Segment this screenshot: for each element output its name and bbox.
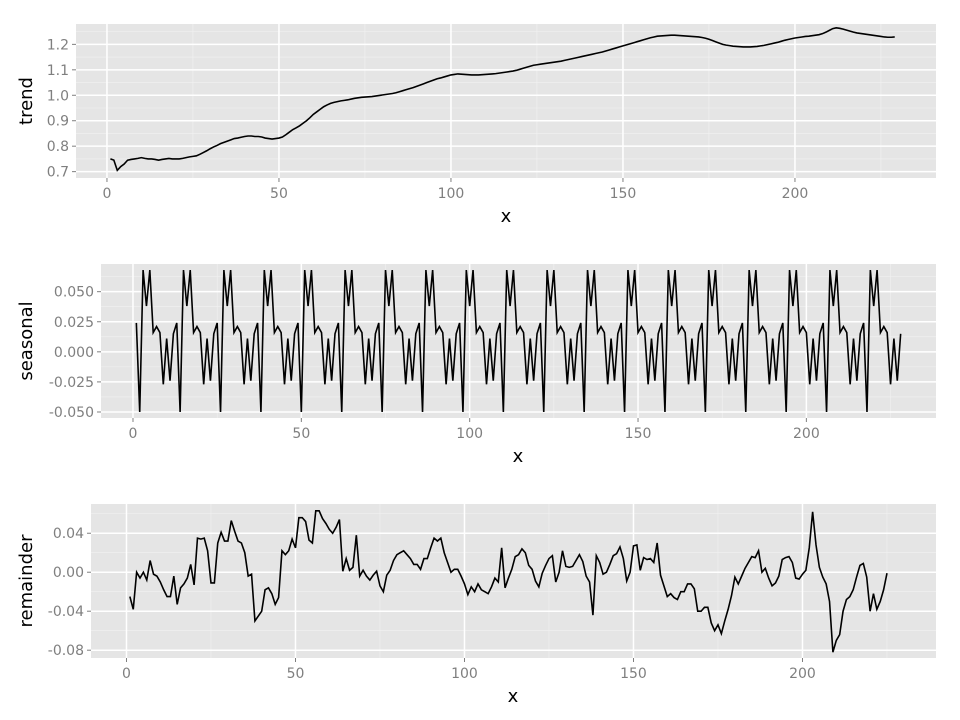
remainder-x-tick-label: 0 (122, 666, 131, 682)
trend-y-tick-label: 0.8 (47, 139, 69, 155)
trend-x-tick-label: 0 (102, 186, 111, 202)
trend-y-tick-label: 1.1 (47, 63, 69, 79)
remainder-y-ticks: -0.08 -0.04 0.00 0.04 (48, 526, 91, 659)
trend-x-tick-label: 50 (270, 186, 288, 202)
trend-y-axis-title: trend (16, 77, 37, 125)
seasonal-x-tick-label: 100 (456, 426, 483, 442)
remainder-x-axis-title: x (508, 686, 519, 707)
seasonal-x-axis-title: x (513, 446, 524, 467)
trend-x-tick-label: 200 (782, 186, 809, 202)
remainder-y-tick-label: 0.00 (53, 565, 84, 581)
remainder-y-tick-label: -0.08 (48, 643, 84, 659)
seasonal-y-axis-title: seasonal (16, 301, 37, 380)
trend-x-tick-label: 100 (438, 186, 465, 202)
remainder-y-tick-label: -0.04 (48, 604, 84, 620)
remainder-grid (91, 504, 936, 658)
remainder-series-line (129, 510, 888, 653)
trend-x-axis-title: x (501, 206, 512, 227)
trend-grid (76, 24, 936, 178)
seasonal-x-tick-label: 150 (625, 426, 652, 442)
trend-x-ticks: 0 50 100 150 200 (102, 178, 808, 202)
seasonal-y-tick-label: 0.050 (54, 285, 94, 301)
remainder-x-ticks: 0 50 100 150 200 (122, 658, 816, 682)
seasonal-x-ticks: 0 50 100 150 200 (129, 418, 820, 442)
trend-y-ticks: 0.7 0.8 0.9 1.0 1.1 1.2 (47, 37, 76, 181)
trend-y-tick-label: 0.7 (47, 165, 69, 181)
seasonal-y-tick-label: 0.000 (54, 345, 94, 361)
trend-y-tick-label: 0.9 (47, 114, 69, 130)
trend-y-tick-label: 1.0 (47, 88, 69, 104)
seasonal-y-tick-label: 0.025 (54, 315, 94, 331)
remainder-y-tick-label: 0.04 (53, 526, 84, 542)
trend-series-line (110, 27, 895, 172)
trend-panel: 0.7 0.8 0.9 1.0 1.1 1.2 0 50 100 150 200 x trend (16, 24, 936, 227)
remainder-x-tick-label: 100 (451, 666, 478, 682)
remainder-panel: -0.08 -0.04 0.00 0.04 0 50 100 150 200 x remain… (16, 504, 936, 707)
seasonal-x-tick-label: 200 (793, 426, 820, 442)
trend-x-tick-label: 150 (610, 186, 637, 202)
remainder-x-tick-label: 150 (620, 666, 647, 682)
seasonal-y-ticks: -0.050 -0.025 0.000 0.025 0.050 (49, 285, 101, 421)
remainder-y-axis-title: remainder (16, 534, 37, 628)
trend-y-tick-label: 1.2 (47, 37, 69, 53)
seasonal-x-tick-label: 50 (292, 426, 310, 442)
remainder-x-tick-label: 200 (789, 666, 816, 682)
seasonal-y-tick-label: -0.025 (49, 375, 94, 391)
seasonal-series-line (135, 269, 902, 413)
remainder-plot-background (91, 504, 936, 658)
seasonal-panel: -0.050 -0.025 0.000 0.025 0.050 0 50 100 150 200… (16, 264, 936, 467)
remainder-x-tick-label: 50 (287, 666, 305, 682)
seasonal-x-tick-label: 0 (129, 426, 138, 442)
trend-plot-background (76, 24, 936, 178)
seasonal-y-tick-label: -0.050 (49, 405, 94, 421)
